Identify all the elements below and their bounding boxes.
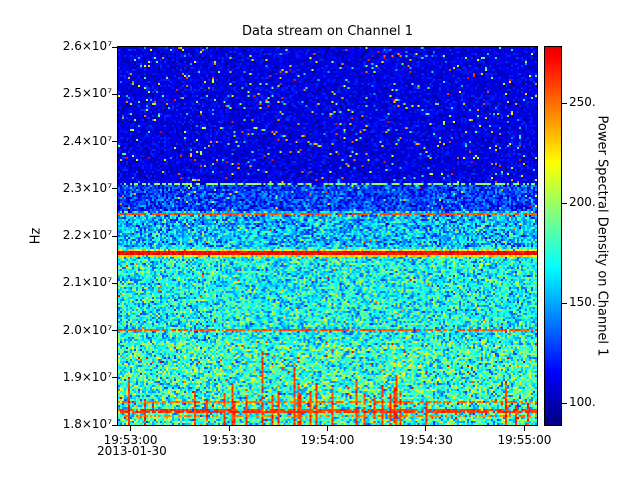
x-tick-mark bbox=[130, 426, 132, 431]
y-tick-label: 2.4×10⁷ bbox=[62, 133, 112, 148]
colorbar-tick-mark bbox=[562, 402, 567, 404]
y-tick-label: 1.9×10⁷ bbox=[62, 369, 112, 384]
x-tick-label: 19:53:30 bbox=[202, 433, 256, 447]
x-tick-mark bbox=[523, 426, 525, 431]
y-tick-mark bbox=[112, 93, 118, 95]
y-tick-mark bbox=[112, 235, 118, 237]
colorbar-tick-mark bbox=[562, 202, 567, 204]
colorbar-label: Power Spectral Density on Channel 1 bbox=[594, 115, 610, 357]
y-tick-label: 2.5×10⁷ bbox=[62, 86, 112, 101]
x-tick-mark bbox=[425, 426, 427, 431]
y-tick-mark bbox=[112, 424, 118, 426]
colorbar-canvas bbox=[545, 47, 561, 425]
y-tick-label: 2.1×10⁷ bbox=[62, 275, 112, 290]
colorbar-tick-label: 200. bbox=[569, 195, 596, 209]
y-tick-mark bbox=[112, 46, 118, 48]
x-tick-mark bbox=[228, 426, 230, 431]
x-tick-label: 19:54:30 bbox=[399, 433, 453, 447]
spectrogram-canvas bbox=[118, 47, 537, 425]
x-tick-label: 19:54:00 bbox=[300, 433, 355, 447]
y-tick-label: 1.8×10⁷ bbox=[62, 417, 112, 431]
y-tick-label: 2.3×10⁷ bbox=[62, 180, 112, 195]
colorbar-tick-label: 150. bbox=[569, 295, 596, 309]
y-tick-label: 2.0×10⁷ bbox=[62, 322, 112, 337]
colorbar-tick-label: 250. bbox=[569, 95, 596, 109]
y-tick-mark bbox=[112, 330, 118, 331]
y-tick-label: 2.6×10⁷ bbox=[62, 39, 112, 53]
x-tick-mark bbox=[327, 426, 328, 431]
y-tick-mark bbox=[112, 188, 118, 190]
colorbar-tick-mark bbox=[562, 302, 567, 304]
y-tick-mark bbox=[112, 282, 118, 284]
y-tick-mark bbox=[112, 377, 118, 379]
y-tick-label: 2.2×10⁷ bbox=[62, 228, 112, 242]
y-tick-mark bbox=[112, 141, 118, 142]
date-label: 2013-01-30 bbox=[97, 444, 167, 458]
x-tick-label: 19:53:00 bbox=[103, 433, 158, 447]
colorbar-tick-mark bbox=[562, 102, 567, 104]
x-tick-label: 19:55:00 bbox=[497, 433, 552, 447]
chart-title: Data stream on Channel 1 bbox=[242, 24, 413, 39]
colorbar-tick-label: 100. bbox=[569, 395, 596, 409]
